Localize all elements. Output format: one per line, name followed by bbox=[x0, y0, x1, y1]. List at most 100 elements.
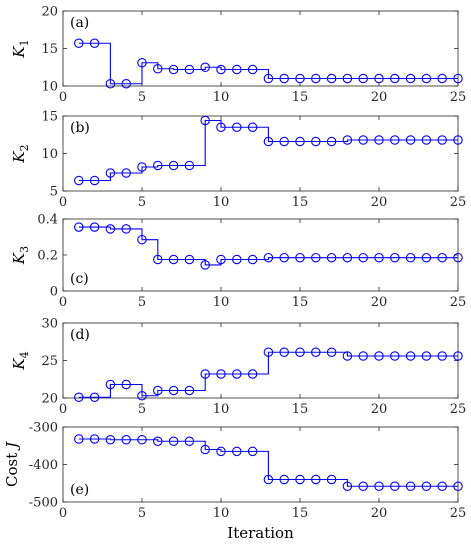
data-point bbox=[74, 222, 84, 232]
x-tick-label: 10 bbox=[213, 506, 230, 521]
x-tick-label: 15 bbox=[292, 90, 309, 105]
data-point bbox=[105, 224, 116, 234]
x-tick-label: 15 bbox=[292, 506, 309, 521]
data-point bbox=[168, 254, 179, 265]
data-point bbox=[232, 254, 242, 265]
data-point bbox=[453, 135, 463, 145]
y-axis-word: Cost bbox=[3, 448, 21, 487]
data-point bbox=[295, 347, 305, 357]
data-point bbox=[153, 254, 163, 265]
data-point bbox=[137, 434, 147, 445]
data-point bbox=[89, 222, 100, 232]
data-point bbox=[168, 64, 179, 75]
data-point bbox=[421, 135, 432, 145]
data-point bbox=[168, 436, 179, 446]
data-point bbox=[326, 347, 337, 357]
y-axis-symbol: K bbox=[10, 151, 28, 164]
data-point bbox=[311, 73, 321, 84]
data-point bbox=[137, 390, 147, 401]
y-tick-label: 15 bbox=[41, 110, 58, 125]
x-axis-title: Iteration bbox=[227, 524, 294, 542]
data-point bbox=[232, 369, 242, 379]
data-point bbox=[121, 168, 131, 178]
data-point bbox=[453, 351, 463, 361]
x-tick-label: 20 bbox=[371, 195, 388, 210]
data-point bbox=[437, 481, 447, 491]
data-point bbox=[295, 252, 305, 263]
data-point bbox=[390, 351, 400, 361]
data-point bbox=[247, 369, 258, 379]
panel-label-c: (c) bbox=[70, 271, 89, 287]
data-point bbox=[184, 385, 195, 396]
data-point bbox=[216, 122, 226, 133]
data-point bbox=[358, 252, 368, 263]
data-point bbox=[184, 64, 195, 75]
data-point bbox=[200, 369, 210, 379]
data-point bbox=[295, 73, 305, 84]
data-point bbox=[216, 369, 226, 379]
data-point bbox=[295, 136, 305, 147]
y-tick-label: 20 bbox=[41, 5, 58, 20]
x-tick-label: 0 bbox=[59, 506, 67, 521]
data-point bbox=[105, 434, 116, 445]
y-axis-subscript: 4 bbox=[18, 351, 31, 358]
x-tick-label: 0 bbox=[59, 295, 67, 310]
data-point bbox=[279, 347, 289, 357]
data-point bbox=[390, 252, 400, 263]
data-point bbox=[279, 252, 289, 263]
x-tick-label: 5 bbox=[138, 295, 146, 310]
y-tick-label: -300 bbox=[29, 421, 58, 436]
panel-label-e: (e) bbox=[70, 482, 89, 498]
data-point bbox=[453, 252, 463, 263]
x-tick-label: 25 bbox=[450, 195, 467, 210]
data-point bbox=[437, 73, 447, 84]
data-point bbox=[184, 254, 195, 265]
y-tick-label: 10 bbox=[41, 147, 58, 162]
series-line-c bbox=[78, 226, 458, 266]
panel-label-a: (a) bbox=[70, 15, 89, 31]
x-tick-label: 5 bbox=[138, 90, 146, 105]
data-point bbox=[358, 135, 368, 145]
x-tick-label: 10 bbox=[213, 402, 230, 417]
data-point bbox=[311, 252, 321, 263]
x-tick-label: 10 bbox=[213, 90, 230, 105]
y-tick-label: -400 bbox=[29, 458, 58, 473]
data-point bbox=[405, 351, 416, 361]
series-line-a bbox=[78, 42, 458, 85]
data-point bbox=[263, 474, 274, 485]
series-line-d bbox=[78, 351, 458, 398]
data-point bbox=[374, 481, 384, 491]
data-point bbox=[437, 135, 447, 145]
data-point bbox=[121, 224, 131, 234]
y-axis-title: K1 bbox=[10, 39, 31, 58]
data-point bbox=[437, 252, 447, 263]
data-point bbox=[279, 474, 289, 485]
y-axis-title: K2 bbox=[10, 144, 31, 163]
x-tick-label: 20 bbox=[371, 295, 388, 310]
x-tick-label: 20 bbox=[371, 402, 388, 417]
y-axis-subscript: 3 bbox=[18, 246, 31, 253]
data-point bbox=[74, 434, 84, 444]
data-point bbox=[105, 379, 116, 390]
data-point bbox=[216, 64, 226, 75]
x-tick-label: 0 bbox=[59, 195, 67, 210]
data-point bbox=[89, 175, 100, 186]
data-point bbox=[153, 436, 163, 446]
data-point bbox=[311, 347, 321, 357]
data-point bbox=[216, 254, 226, 265]
x-tick-label: 25 bbox=[450, 506, 467, 521]
data-point bbox=[121, 434, 131, 445]
x-tick-label: 25 bbox=[450, 402, 467, 417]
y-tick-label: 30 bbox=[41, 317, 58, 332]
x-tick-label: 0 bbox=[59, 90, 67, 105]
data-point bbox=[232, 446, 242, 457]
data-point bbox=[105, 168, 116, 178]
data-point bbox=[137, 234, 147, 245]
data-point bbox=[232, 64, 242, 75]
x-tick-label: 25 bbox=[450, 90, 467, 105]
data-point bbox=[168, 160, 179, 171]
data-point bbox=[247, 122, 258, 133]
data-point bbox=[326, 474, 337, 485]
data-point bbox=[153, 385, 163, 396]
panel-d: 0 5 10 15 20 25 20 25 30 K4 (d) bbox=[10, 317, 466, 418]
